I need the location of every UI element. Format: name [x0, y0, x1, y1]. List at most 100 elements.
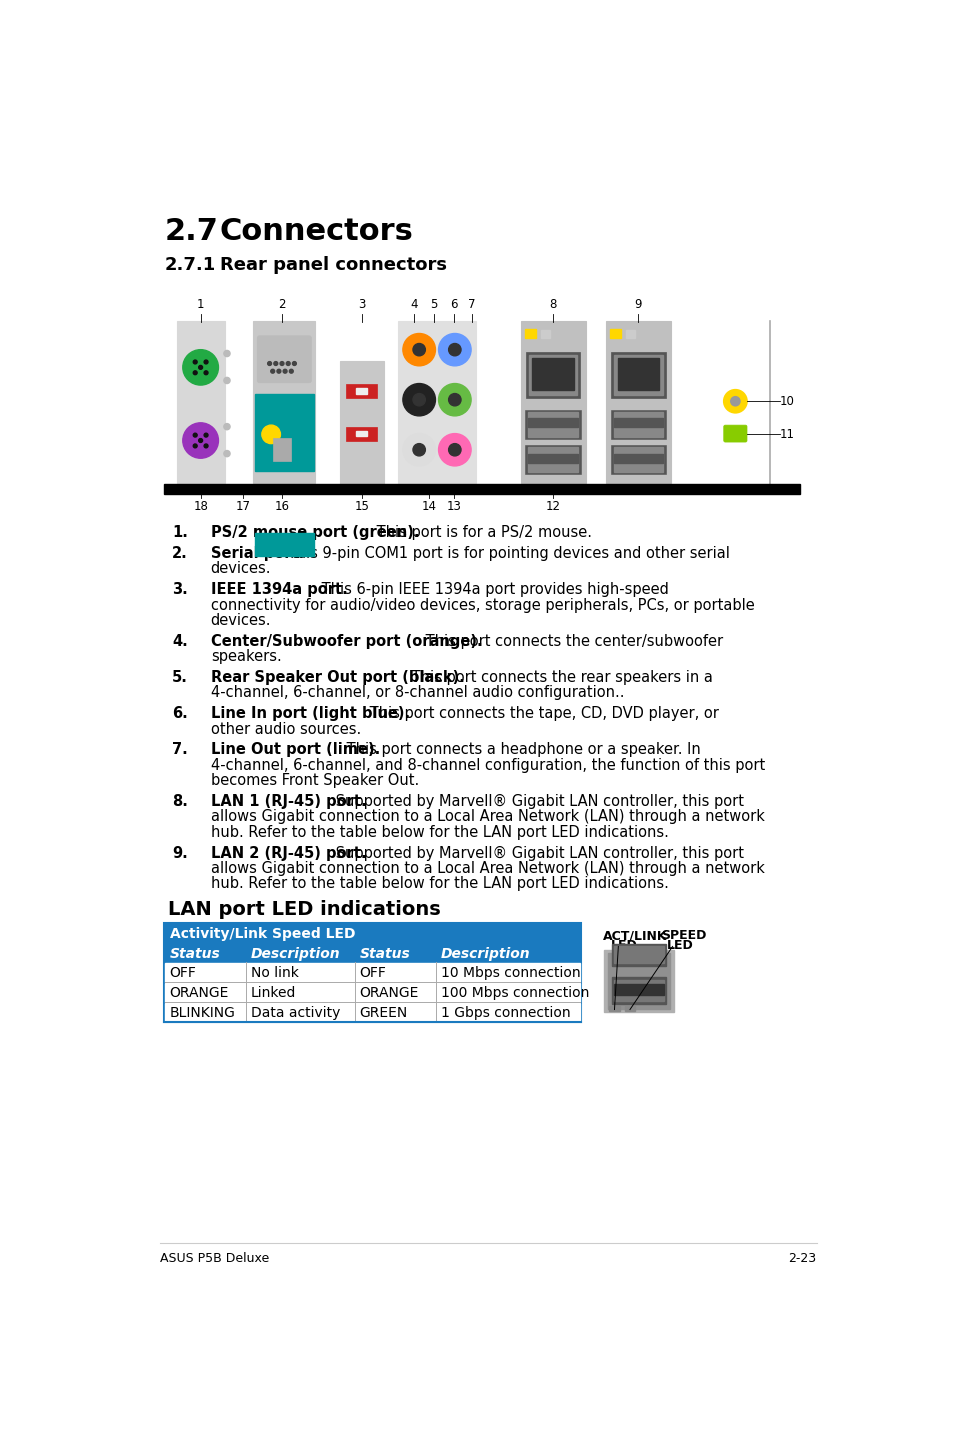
Bar: [254, 533, 314, 557]
Bar: [614, 946, 663, 962]
Text: 5: 5: [430, 298, 437, 311]
Circle shape: [413, 443, 425, 456]
Bar: [397, 321, 476, 483]
Bar: [273, 439, 291, 462]
FancyBboxPatch shape: [257, 336, 311, 383]
Text: 100 Mbps connection: 100 Mbps connection: [440, 986, 589, 1001]
Text: 6: 6: [450, 298, 457, 311]
Bar: [525, 446, 580, 475]
Text: LAN port LED indications: LAN port LED indications: [168, 900, 440, 919]
Bar: [528, 447, 578, 472]
Text: 1 Gbps connection: 1 Gbps connection: [440, 1007, 570, 1021]
Bar: [612, 978, 666, 1004]
Circle shape: [261, 426, 280, 443]
Circle shape: [402, 434, 435, 466]
Text: 2.: 2.: [172, 546, 188, 561]
Text: ORANGE: ORANGE: [170, 986, 229, 1001]
Text: 1: 1: [196, 298, 204, 311]
Text: SPEED: SPEED: [660, 929, 705, 942]
Text: Rear Speaker Out port (black).: Rear Speaker Out port (black).: [211, 670, 464, 684]
Bar: [356, 388, 367, 394]
Circle shape: [193, 433, 197, 437]
Text: This port connects the tape, CD, DVD player, or: This port connects the tape, CD, DVD pla…: [365, 706, 719, 722]
Bar: [165, 1002, 579, 1022]
Text: Connectors: Connectors: [220, 217, 414, 246]
Text: Linked: Linked: [251, 986, 296, 1001]
Text: hub. Refer to the table below for the LAN port LED indications.: hub. Refer to the table below for the LA…: [211, 876, 668, 892]
Bar: [254, 394, 314, 472]
Text: This port connects a headphone or a speaker. In: This port connects a headphone or a spea…: [341, 742, 700, 758]
Bar: [528, 453, 578, 463]
Text: OFF: OFF: [170, 966, 196, 981]
Text: 2-23: 2-23: [788, 1252, 816, 1265]
Text: LAN 1 (RJ-45) port.: LAN 1 (RJ-45) port.: [211, 794, 366, 810]
Circle shape: [204, 371, 208, 375]
Circle shape: [402, 384, 435, 416]
Text: IEEE 1394a port.: IEEE 1394a port.: [211, 582, 347, 597]
Text: hub. Refer to the table below for the LAN port LED indications.: hub. Refer to the table below for the LA…: [211, 825, 668, 840]
Text: Line Out port (lime).: Line Out port (lime).: [211, 742, 379, 758]
Text: 4.: 4.: [172, 634, 188, 649]
Text: LED: LED: [610, 939, 637, 952]
Bar: [528, 413, 578, 437]
Text: PS/2 mouse port (green).: PS/2 mouse port (green).: [211, 525, 418, 541]
Circle shape: [198, 365, 202, 370]
Circle shape: [730, 397, 740, 406]
Bar: [614, 979, 663, 1001]
Bar: [346, 427, 377, 440]
Text: 9.: 9.: [172, 846, 188, 860]
FancyBboxPatch shape: [723, 426, 746, 441]
Circle shape: [183, 349, 218, 385]
Circle shape: [438, 334, 471, 365]
Bar: [608, 953, 670, 1009]
Text: connectivity for audio/video devices, storage peripherals, PCs, or portable: connectivity for audio/video devices, st…: [211, 598, 754, 613]
Circle shape: [413, 394, 425, 406]
Text: devices.: devices.: [211, 613, 271, 628]
Text: 10 Mbps connection: 10 Mbps connection: [440, 966, 579, 981]
Bar: [609, 329, 620, 338]
Circle shape: [438, 434, 471, 466]
Circle shape: [183, 423, 218, 459]
Circle shape: [448, 344, 460, 355]
Text: 4-channel, 6-channel, or 8-channel audio configuration..: 4-channel, 6-channel, or 8-channel audio…: [211, 686, 623, 700]
Circle shape: [204, 433, 208, 437]
Text: No link: No link: [251, 966, 298, 981]
Circle shape: [224, 424, 230, 430]
Circle shape: [280, 361, 284, 365]
Bar: [165, 945, 579, 962]
Text: Supported by Marvell® Gigabit LAN controller, this port: Supported by Marvell® Gigabit LAN contro…: [331, 846, 743, 860]
Text: 2.7: 2.7: [164, 217, 218, 246]
Text: devices.: devices.: [211, 561, 271, 577]
Bar: [625, 331, 635, 338]
Circle shape: [283, 370, 287, 372]
Text: Description: Description: [440, 948, 530, 961]
Text: Description: Description: [251, 948, 340, 961]
Text: This port connects the rear speakers in a: This port connects the rear speakers in …: [407, 670, 713, 684]
Bar: [614, 984, 663, 995]
Text: This port connects the center/subwoofer: This port connects the center/subwoofer: [421, 634, 722, 649]
Bar: [612, 945, 666, 966]
Bar: [610, 410, 666, 439]
Bar: [165, 925, 579, 943]
Text: OFF: OFF: [359, 966, 386, 981]
Text: becomes Front Speaker Out.: becomes Front Speaker Out.: [211, 774, 418, 788]
Text: other audio sources.: other audio sources.: [211, 722, 360, 736]
Bar: [613, 447, 662, 472]
Text: This 9-pin COM1 port is for pointing devices and other serial: This 9-pin COM1 port is for pointing dev…: [283, 546, 729, 561]
Bar: [525, 410, 580, 439]
Bar: [525, 352, 579, 398]
Text: BLINKING: BLINKING: [170, 1007, 235, 1021]
Bar: [165, 982, 579, 1002]
Text: 4: 4: [410, 298, 417, 311]
Bar: [340, 361, 383, 485]
Text: This 6-pin IEEE 1394a port provides high-speed: This 6-pin IEEE 1394a port provides high…: [316, 582, 668, 597]
Bar: [610, 446, 666, 475]
Text: This port is for a PS/2 mouse.: This port is for a PS/2 mouse.: [372, 525, 592, 541]
Text: 17: 17: [235, 500, 251, 513]
Bar: [528, 418, 578, 427]
Text: LAN 2 (RJ-45) port.: LAN 2 (RJ-45) port.: [211, 846, 366, 860]
Bar: [524, 329, 536, 338]
Text: 18: 18: [193, 500, 208, 513]
Bar: [165, 962, 579, 982]
Text: LED: LED: [666, 939, 693, 952]
